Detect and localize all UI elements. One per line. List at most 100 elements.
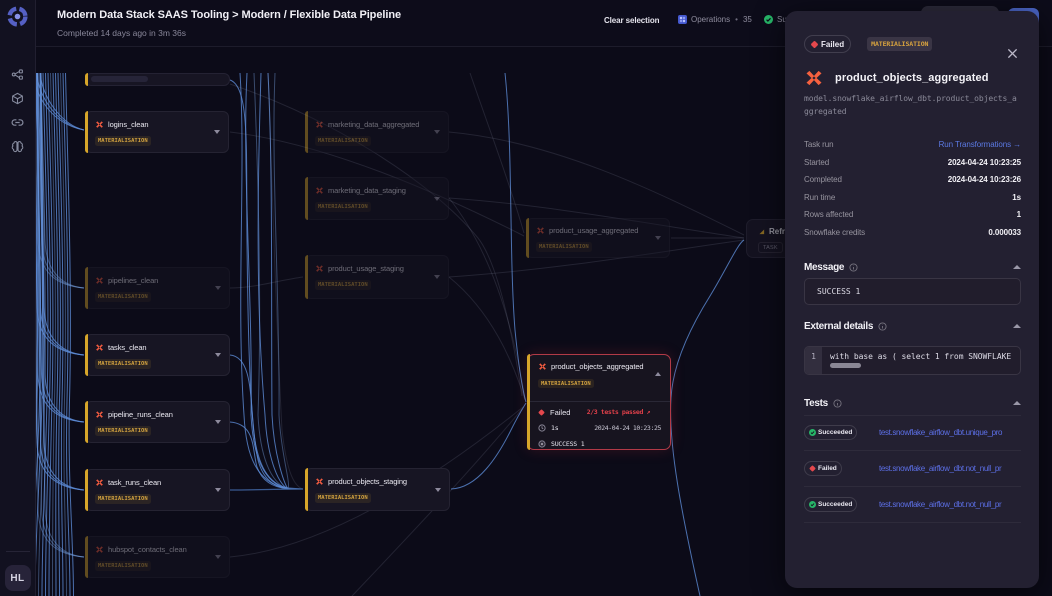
page-title: Modern Data Stack SAAS Tooling > Modern … — [57, 9, 401, 21]
message-body: SUCCESS 1 — [804, 277, 1021, 305]
test-row: Failed test.snowflake_airflow_dbt.not_nu… — [804, 451, 1021, 487]
external-details-heading: External details — [804, 320, 874, 332]
node-marketing_data_staging[interactable]: marketing_data_staging MATERIALISATION — [305, 177, 449, 220]
info-icon — [833, 398, 842, 408]
node-tasks_clean[interactable]: tasks_clean MATERIALISATION — [85, 334, 230, 376]
lineage-graph-icon[interactable] — [11, 68, 24, 81]
node-product_usage_aggregated[interactable]: product_usage_aggregated MATERIALISATION — [526, 218, 670, 258]
collapse-caret-icon[interactable] — [1013, 265, 1021, 269]
chevron-down-icon[interactable] — [655, 236, 661, 240]
code-line-number: 1 — [805, 346, 822, 374]
collapse-caret-icon[interactable] — [1013, 324, 1021, 328]
succeeded-check-icon — [764, 15, 773, 24]
detail-label: Completed — [804, 175, 842, 184]
node-runtime: 1s — [551, 424, 559, 432]
node-hubspot_contacts_clean[interactable]: hubspot_contacts_clean MATERIALISATION — [85, 536, 230, 578]
detail-label: Started — [804, 157, 830, 167]
brain-icon[interactable] — [11, 140, 24, 153]
dbt-icon — [96, 344, 103, 351]
sidebar: HL — [0, 0, 36, 596]
node-logins_clean[interactable]: logins_clean MATERIALISATION — [85, 111, 229, 153]
operations-label: Operations — [691, 15, 731, 24]
user-avatar[interactable]: HL — [4, 565, 31, 591]
node-badge: MATERIALISATION — [95, 494, 151, 504]
chevron-down-icon[interactable] — [435, 487, 441, 492]
node-status: Failed — [550, 407, 571, 417]
dbt-icon — [316, 121, 323, 128]
chevron-down-icon[interactable] — [434, 130, 440, 134]
info-icon — [878, 321, 887, 331]
detail-value: 2024-04-24 10:23:25 — [947, 157, 1021, 167]
chevron-down-icon[interactable] — [434, 275, 440, 279]
collapse-caret-icon[interactable] — [1013, 401, 1021, 405]
task-detail-panel: Failed MATERIALISATION product_objects_a… — [785, 11, 1039, 588]
chevron-down-icon[interactable] — [215, 286, 221, 290]
external-details-section: External details 1 with base as ( select… — [804, 321, 1021, 375]
node-badge: MATERIALISATION — [315, 136, 371, 146]
detail-value: 1 — [1016, 210, 1021, 219]
node-pipeline_runs_clean[interactable]: pipeline_runs_clean MATERIALISATION — [85, 401, 230, 443]
node-pipelines_clean[interactable]: pipelines_clean MATERIALISATION — [85, 267, 230, 309]
node-badge: MATERIALISATION — [315, 493, 371, 503]
succeeded-label-clipped: Su — [777, 15, 787, 24]
test-row: Succeeded test.snowflake_airflow_dbt.uni… — [804, 414, 1021, 451]
operations-count: 35 — [742, 15, 752, 24]
node-timestamp: 2024-04-24 10:23:25 — [594, 424, 661, 432]
code-content[interactable]: with base as ( select 1 from SNOWFLAKE — [822, 347, 1020, 374]
dbt-icon — [316, 265, 323, 272]
task-triangle-icon — [759, 229, 765, 235]
chevron-down-icon[interactable] — [215, 420, 221, 424]
task-run-link[interactable]: Run Transformations → — [938, 140, 1021, 149]
dbt-icon — [316, 187, 323, 194]
detail-value: 2024-04-24 10:23:26 — [947, 175, 1021, 184]
node-badge: MATERIALISATION — [315, 202, 371, 212]
tests-heading: Tests — [804, 397, 828, 409]
node-skeleton — [91, 76, 148, 82]
detail-label: Snowflake credits — [804, 227, 865, 237]
dbt-icon — [537, 227, 544, 234]
page-subtitle: Completed 14 days ago in 3m 36s — [57, 28, 186, 38]
node-title: product_usage_staging — [328, 264, 404, 273]
operations-chip: Operations • 35 — [678, 15, 752, 24]
node-task_runs_clean[interactable]: task_runs_clean MATERIALISATION — [85, 469, 230, 511]
status-circle-icon — [538, 440, 546, 448]
node-marketing_data_aggregated[interactable]: marketing_data_aggregated MATERIALISATIO… — [305, 111, 449, 153]
dbt-icon — [96, 546, 103, 553]
info-icon — [849, 262, 858, 272]
cube-icon[interactable] — [11, 92, 24, 105]
failed-diamond-icon — [809, 464, 816, 472]
chevron-down-icon[interactable] — [434, 196, 440, 201]
task-node-title: Refre — [769, 227, 790, 236]
test-link[interactable]: test.snowflake_airflow_dbt.not_null_pr — [879, 499, 1002, 509]
node-badge: MATERIALISATION — [95, 359, 151, 369]
chevron-down-icon[interactable] — [215, 353, 221, 357]
node-product_objects_staging[interactable]: product_objects_staging MATERIALISATION — [305, 468, 450, 511]
dbt-icon — [806, 70, 822, 86]
chevron-up-icon[interactable] — [655, 372, 661, 376]
node-product_objects_aggregated-selected[interactable]: product_objects_aggregated MATERIALISATI… — [527, 354, 671, 450]
link-icon[interactable] — [11, 116, 24, 129]
detail-value: 1s — [1012, 192, 1021, 202]
chevron-down-icon[interactable] — [215, 488, 221, 492]
orchestra-logo-icon[interactable] — [7, 6, 28, 27]
node-product_usage_staging[interactable]: product_usage_staging MATERIALISATION — [305, 255, 449, 299]
succeeded-chip: Su — [764, 15, 787, 24]
horizontal-scrollbar[interactable] — [830, 362, 861, 368]
test-link[interactable]: test.snowflake_airflow_dbt.unique_pro — [879, 428, 1003, 437]
node-partial-top[interactable] — [85, 73, 230, 86]
message-section: Message SUCCESS 1 — [804, 262, 1021, 305]
external-code-box: 1 with base as ( select 1 from SNOWFLAKE — [804, 345, 1021, 375]
test-link[interactable]: test.snowflake_airflow_dbt.not_null_pr — [879, 463, 1002, 473]
node-title: pipelines_clean — [108, 276, 159, 285]
close-icon[interactable] — [1007, 48, 1018, 59]
tests-section: Tests Succeeded test.snowflake_airflow_d… — [804, 398, 1021, 523]
failed-diamond-icon — [538, 408, 545, 416]
node-badge: MATERIALISATION — [95, 136, 151, 146]
message-heading: Message — [804, 261, 845, 273]
tests-summary-link[interactable]: 2/3 tests passed ↗ — [586, 408, 651, 416]
node-title: marketing_data_aggregated — [328, 120, 420, 129]
chevron-down-icon[interactable] — [215, 555, 221, 559]
node-badge: MATERIALISATION — [95, 426, 151, 436]
chevron-down-icon[interactable] — [214, 130, 220, 134]
clear-selection-button[interactable]: Clear selection — [604, 16, 660, 25]
